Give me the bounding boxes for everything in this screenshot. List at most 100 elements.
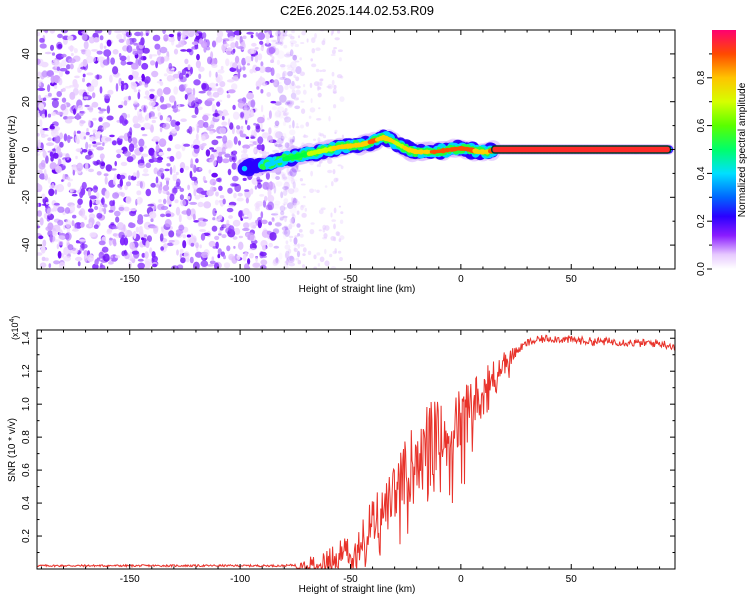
noise-blob xyxy=(297,260,302,265)
noise-blob xyxy=(227,89,236,94)
noise-blob xyxy=(299,233,304,238)
noise-blob xyxy=(338,57,342,62)
noise-blob xyxy=(217,254,221,259)
noise-blob xyxy=(167,147,172,152)
noise-blob xyxy=(205,149,211,157)
noise-blob xyxy=(55,165,62,174)
noise-blob xyxy=(151,119,156,124)
noise-blob xyxy=(242,66,246,71)
noise-blob xyxy=(47,113,52,118)
noise-blob xyxy=(269,79,275,84)
noise-blob xyxy=(37,87,46,91)
noise-blob xyxy=(150,54,158,57)
noise-blob xyxy=(284,244,291,250)
noise-blob xyxy=(288,124,292,129)
noise-blob xyxy=(333,236,337,242)
noise-blob xyxy=(227,168,232,176)
noise-blob xyxy=(232,219,241,227)
noise-blob xyxy=(294,105,301,110)
noise-blob xyxy=(42,97,47,102)
noise-blob xyxy=(159,126,163,133)
noise-blob xyxy=(215,191,219,197)
noise-blob xyxy=(127,136,132,143)
noise-blob xyxy=(66,64,71,70)
noise-blob xyxy=(136,45,140,51)
noise-blob xyxy=(319,160,323,164)
noise-blob xyxy=(293,237,298,245)
noise-blob xyxy=(212,217,216,221)
noise-blob xyxy=(37,132,40,137)
x-tick-label: 0 xyxy=(458,574,464,585)
noise-blob xyxy=(215,241,219,249)
noise-blob xyxy=(245,197,249,204)
x-tick-label: -150 xyxy=(120,574,140,585)
noise-blob xyxy=(133,42,139,46)
noise-blob xyxy=(158,151,165,156)
noise-blob xyxy=(202,114,209,121)
noise-blob xyxy=(273,130,279,139)
noise-blob xyxy=(215,83,219,87)
noise-blob xyxy=(322,134,327,139)
y-tick-label: 1.2 xyxy=(21,364,32,378)
noise-blob xyxy=(316,189,320,193)
noise-blob xyxy=(271,106,278,111)
noise-blob xyxy=(197,220,202,227)
noise-blob xyxy=(231,162,237,170)
noise-blob xyxy=(193,144,200,149)
noise-blob xyxy=(84,217,88,220)
noise-blob xyxy=(319,81,323,87)
noise-blob xyxy=(311,48,316,54)
noise-blob xyxy=(291,197,294,203)
noise-blob xyxy=(250,109,254,117)
noise-blob xyxy=(146,235,152,243)
noise-blob xyxy=(295,126,300,129)
noise-blob xyxy=(99,153,105,160)
noise-blob xyxy=(212,113,220,117)
noise-blob xyxy=(175,206,181,216)
noise-blob xyxy=(282,110,287,113)
noise-blob xyxy=(94,205,99,211)
noise-blob xyxy=(268,30,272,35)
noise-blob xyxy=(244,189,250,192)
noise-blob xyxy=(329,253,333,258)
noise-blob xyxy=(74,75,80,79)
noise-blob xyxy=(189,30,196,33)
noise-blob xyxy=(216,101,221,107)
noise-blob xyxy=(336,74,343,79)
noise-blob xyxy=(104,190,110,199)
noise-blob xyxy=(49,30,55,34)
noise-blob xyxy=(260,211,264,219)
noise-blob xyxy=(170,119,177,128)
noise-blob xyxy=(223,262,231,269)
noise-blob xyxy=(194,106,199,115)
noise-blob xyxy=(162,122,171,130)
noise-blob xyxy=(236,125,241,130)
noise-blob xyxy=(96,171,102,176)
noise-blob xyxy=(85,141,89,150)
noise-blob xyxy=(171,39,175,46)
x-tick-label: 0 xyxy=(458,274,464,285)
noise-blob xyxy=(195,33,199,36)
noise-blob xyxy=(141,73,146,82)
y-tick-label: 1.0 xyxy=(21,397,32,411)
y-tick-label: 0 xyxy=(21,146,32,152)
y-tick-label: -40 xyxy=(21,237,32,252)
noise-blob xyxy=(103,93,111,99)
noise-blob xyxy=(250,221,257,229)
noise-blob xyxy=(295,89,301,95)
noise-blob xyxy=(139,31,144,37)
noise-blob xyxy=(205,46,211,51)
noise-blob xyxy=(232,111,240,120)
noise-blob xyxy=(285,240,289,245)
noise-blob xyxy=(185,87,193,93)
noise-blob xyxy=(230,151,234,156)
noise-blob xyxy=(175,171,179,176)
noise-blob xyxy=(279,217,284,221)
noise-blob xyxy=(226,139,233,149)
noise-blob xyxy=(63,255,72,262)
noise-blob xyxy=(314,189,317,192)
noise-blob xyxy=(143,105,146,113)
noise-blob xyxy=(235,34,241,40)
noise-blob xyxy=(310,98,313,104)
noise-blob xyxy=(283,203,286,206)
